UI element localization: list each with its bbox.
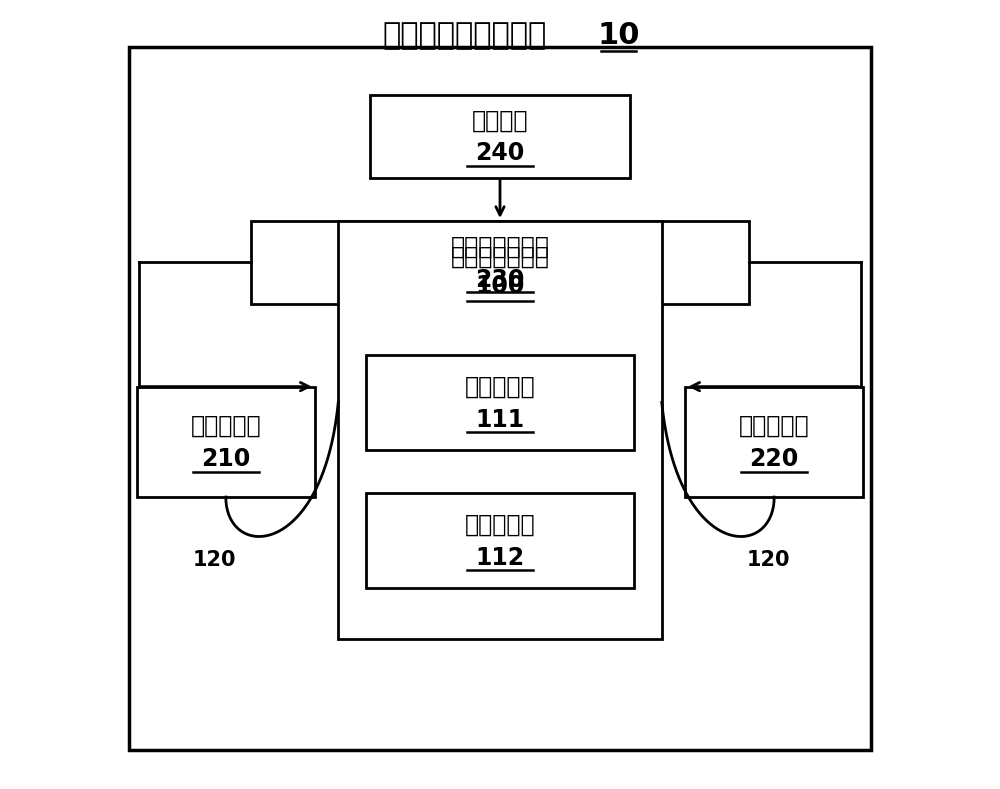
FancyBboxPatch shape — [685, 387, 863, 497]
FancyBboxPatch shape — [251, 221, 749, 304]
FancyBboxPatch shape — [338, 221, 662, 639]
Text: 230: 230 — [475, 267, 525, 292]
FancyBboxPatch shape — [366, 355, 634, 450]
Text: 第一反应器: 第一反应器 — [191, 414, 261, 438]
Text: 第二反应器: 第二反应器 — [739, 414, 809, 438]
Text: 电化学压缩装置: 电化学压缩装置 — [451, 234, 549, 259]
Text: 220: 220 — [750, 447, 799, 471]
Text: 210: 210 — [201, 447, 250, 471]
Text: 112: 112 — [475, 546, 525, 570]
Text: 10: 10 — [597, 21, 640, 50]
FancyBboxPatch shape — [370, 95, 630, 178]
Text: 100: 100 — [475, 275, 525, 298]
FancyBboxPatch shape — [137, 387, 315, 497]
Text: 第一换热器: 第一换热器 — [465, 375, 535, 398]
Text: 120: 120 — [193, 550, 236, 570]
Text: 可调电源: 可调电源 — [472, 108, 528, 133]
Text: 第二换热器: 第二换热器 — [465, 513, 535, 537]
FancyBboxPatch shape — [129, 47, 871, 750]
Text: 240: 240 — [475, 141, 525, 166]
Text: 金属氢化物制冷系统: 金属氢化物制冷系统 — [382, 21, 547, 50]
Text: 120: 120 — [747, 550, 790, 570]
Text: 载冷剂循环装置: 载冷剂循环装置 — [451, 245, 549, 268]
FancyBboxPatch shape — [366, 493, 634, 588]
Text: 111: 111 — [475, 408, 525, 432]
